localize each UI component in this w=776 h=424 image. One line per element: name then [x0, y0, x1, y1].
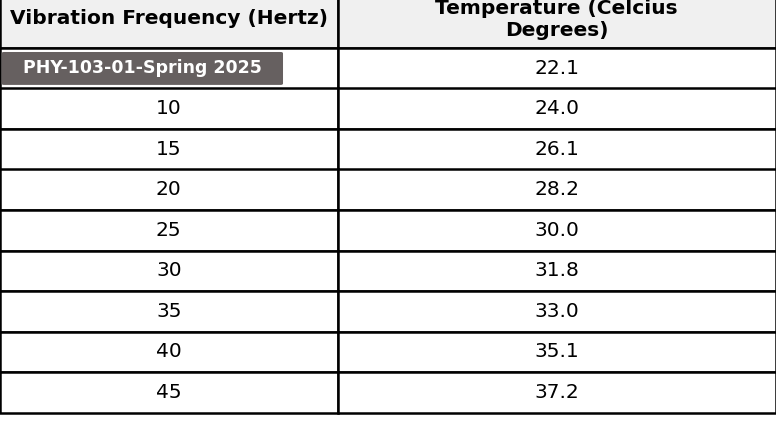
Text: 10: 10: [156, 99, 182, 118]
Text: 31.8: 31.8: [535, 261, 579, 280]
Text: 15: 15: [156, 140, 182, 159]
Bar: [0, 0, 338, 48]
Text: 5: 5: [162, 59, 175, 78]
Bar: [0, 291, 338, 332]
Bar: [338, 89, 776, 129]
Text: 35: 35: [156, 302, 182, 321]
Text: 28.2: 28.2: [535, 180, 579, 199]
Text: Temperature (Celcius
Degrees): Temperature (Celcius Degrees): [435, 0, 678, 39]
Text: 40: 40: [156, 342, 182, 361]
Bar: [0, 48, 338, 89]
Text: 26.1: 26.1: [535, 140, 579, 159]
Bar: [338, 210, 776, 251]
Bar: [338, 129, 776, 170]
FancyBboxPatch shape: [2, 52, 283, 85]
Bar: [338, 332, 776, 372]
Text: 25: 25: [156, 221, 182, 240]
Text: 37.2: 37.2: [535, 383, 579, 402]
Text: PHY-103-01-Spring 2025: PHY-103-01-Spring 2025: [23, 59, 262, 78]
Text: 45: 45: [156, 383, 182, 402]
Text: 30: 30: [156, 261, 182, 280]
Bar: [338, 0, 776, 48]
Bar: [338, 48, 776, 89]
Bar: [0, 170, 338, 210]
Text: 24.0: 24.0: [535, 99, 579, 118]
Bar: [338, 251, 776, 291]
Text: 22.1: 22.1: [535, 59, 579, 78]
Text: Vibration Frequency (Hertz): Vibration Frequency (Hertz): [10, 9, 327, 28]
Bar: [0, 372, 338, 413]
Bar: [338, 170, 776, 210]
Text: 20: 20: [156, 180, 182, 199]
Text: 33.0: 33.0: [535, 302, 579, 321]
Text: 35.1: 35.1: [535, 342, 579, 361]
Bar: [0, 251, 338, 291]
Bar: [0, 129, 338, 170]
Bar: [0, 89, 338, 129]
Bar: [338, 291, 776, 332]
Bar: [0, 332, 338, 372]
Bar: [0, 210, 338, 251]
Bar: [338, 372, 776, 413]
Text: 30.0: 30.0: [535, 221, 579, 240]
